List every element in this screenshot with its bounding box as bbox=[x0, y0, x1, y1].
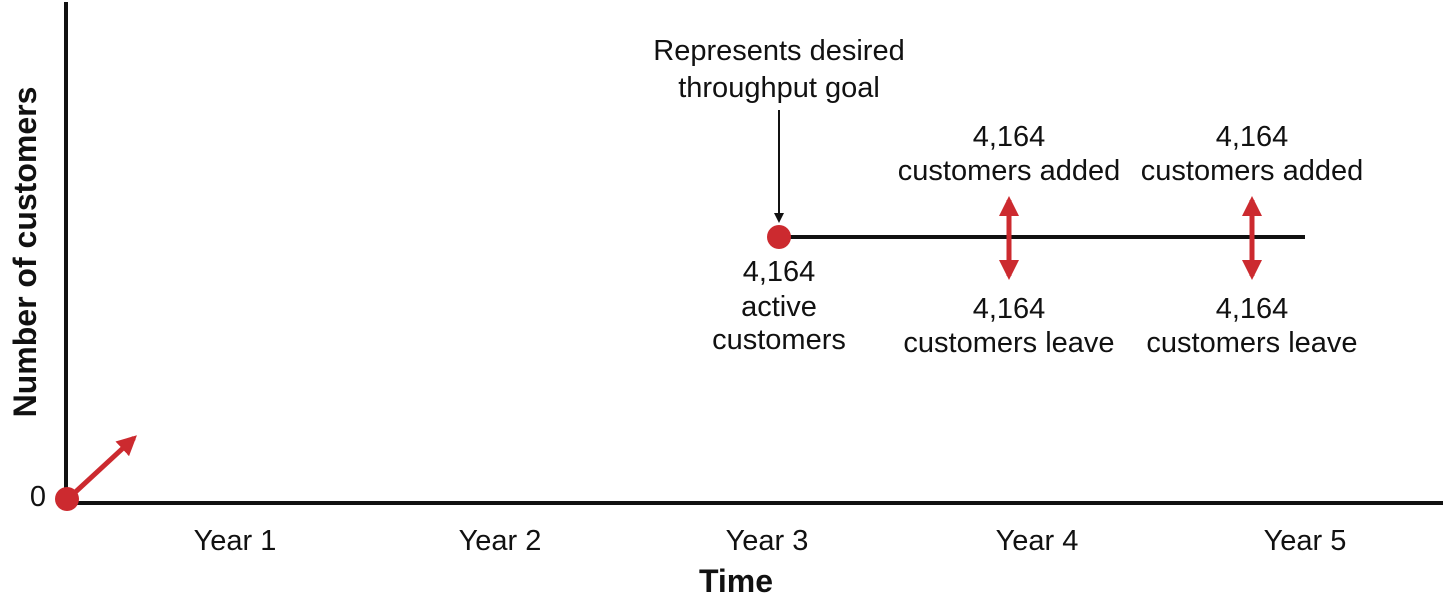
growth-arrow bbox=[68, 435, 137, 499]
added-label-year5: customers added bbox=[1141, 155, 1363, 187]
x-tick-year2: Year 2 bbox=[459, 525, 542, 557]
x-tick-year4: Year 4 bbox=[996, 525, 1079, 557]
leave-count-year4: 4,164 bbox=[973, 293, 1046, 325]
x-axis-title: Time bbox=[699, 563, 773, 599]
leave-label-year4: customers leave bbox=[903, 327, 1114, 359]
goal-point bbox=[767, 225, 791, 249]
origin-point bbox=[55, 487, 79, 511]
active-label-line2: active bbox=[741, 291, 817, 323]
goal-callout-line1: Represents desired bbox=[653, 35, 904, 67]
y-origin-label: 0 bbox=[30, 481, 46, 513]
x-tick-year1: Year 1 bbox=[194, 525, 277, 557]
leave-count-year5: 4,164 bbox=[1216, 293, 1289, 325]
active-count: 4,164 bbox=[743, 256, 816, 288]
added-label-year4: customers added bbox=[898, 155, 1120, 187]
leave-label-year5: customers leave bbox=[1146, 327, 1357, 359]
y-axis-title: Number of customers bbox=[7, 87, 43, 418]
added-count-year4: 4,164 bbox=[973, 121, 1046, 153]
x-tick-year3: Year 3 bbox=[726, 525, 809, 557]
added-count-year5: 4,164 bbox=[1216, 121, 1289, 153]
goal-callout-line2: throughput goal bbox=[678, 72, 880, 104]
x-tick-year5: Year 5 bbox=[1264, 525, 1347, 557]
active-label-line3: customers bbox=[712, 324, 846, 356]
